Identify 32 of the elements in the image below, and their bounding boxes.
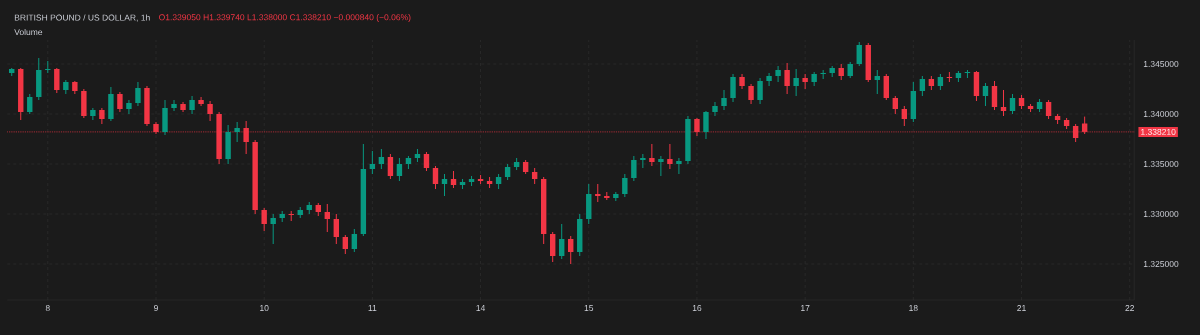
y-tick-label: 1.345000 <box>1143 60 1179 67</box>
y-tick-label: 1.330000 <box>1143 210 1179 217</box>
candlestick <box>261 207 267 232</box>
candlestick <box>252 139 258 215</box>
x-tick-label: 9 <box>154 305 158 312</box>
text: O1.339050 H1.339740 L1.338000 C1.338210 −0.000840 (−0.06%) <box>159 14 411 22</box>
candlestick <box>631 155 637 182</box>
y-tick-label: 1.325000 <box>1143 260 1179 267</box>
x-tick-label: 14 <box>476 305 486 311</box>
x-tick-label: 17 <box>801 305 810 311</box>
x-tick-label: 22 <box>1125 305 1135 311</box>
candlestick <box>820 69 826 80</box>
candlestick <box>613 191 619 202</box>
y-tick-label: 1.340000 <box>1143 110 1179 117</box>
x-tick-label: 11 <box>368 305 377 311</box>
candlestick <box>811 71 817 87</box>
x-tick-label: 15 <box>584 305 594 311</box>
x-tick-label: 10 <box>260 305 269 312</box>
x-tick-label: 21 <box>1017 305 1026 311</box>
candlestick <box>63 79 69 95</box>
candlestick <box>270 213 276 245</box>
x-tick-label: 18 <box>909 305 918 312</box>
ref-line-label: 1.338210 <box>1141 128 1176 135</box>
candlestick <box>829 65 835 78</box>
chart-title: BRITISH POUND / US DOLLAR, 1h <box>14 14 150 22</box>
candlestick <box>72 80 78 95</box>
text: Volume <box>14 28 43 36</box>
candlestick <box>622 173 628 198</box>
x-tick-label: 16 <box>692 305 702 312</box>
x-tick-label: 8 <box>45 305 50 312</box>
y-tick-label: 1.335000 <box>1143 160 1179 167</box>
candlestick <box>54 67 60 94</box>
